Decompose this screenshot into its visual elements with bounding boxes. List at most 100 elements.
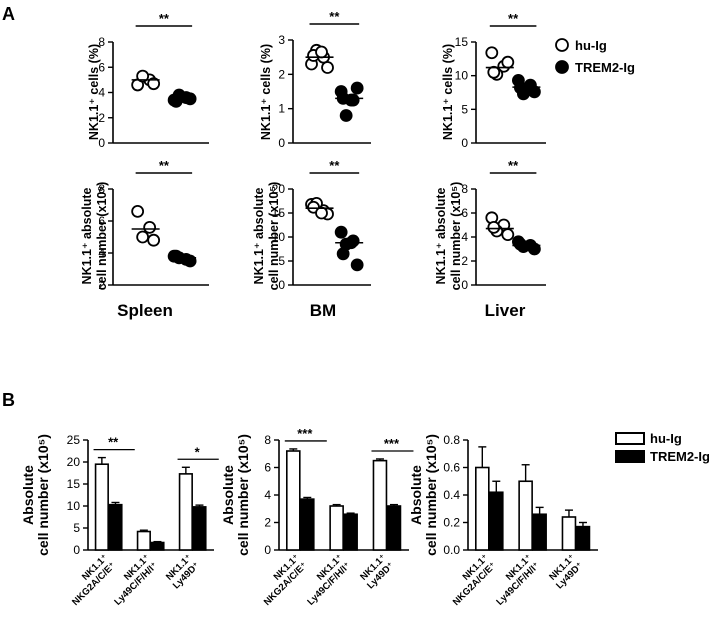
chart-8: 0 2 4 6 8 Absolutecell number (x10⁵)NK1.1⁺NKG… [220,426,414,608]
panel-b-letter: B [2,390,15,410]
panel-a-letter: A [2,4,15,24]
y-tick-label: 0.8 [443,433,460,447]
legend-b-open-swatch [615,432,645,445]
y-tick-label: 5 [73,521,80,535]
y-tick-label: 2 [98,111,105,125]
data-point-trem2-ig [169,94,183,108]
data-point-trem2-ig [350,258,364,272]
data-point-trem2-ig [344,93,358,107]
data-point-trem2-ig [169,249,183,263]
data-point-hu-ig [136,69,150,83]
y-tick-label: 10 [455,69,469,83]
y-axis-label: NK1.1⁺ absolutecell number (x10⁶) [80,182,109,291]
legend-b: hu-Ig TREM2-Ig [615,431,709,464]
legend-b-filled-swatch [615,450,645,463]
bar-trem2-ig [532,513,547,551]
data-point-hu-ig [315,206,328,220]
y-axis-label-line-2: cell number (x10⁵) [235,434,251,556]
y-tick-label: 20 [272,182,286,196]
category-label: NK1.1⁺Ly49C/F/H/I⁺ [298,552,353,607]
y-axis-label: Absolutecell number (x10⁵) [20,434,51,556]
y-tick-label: 10 [67,499,81,513]
y-tick-label: 6 [98,60,105,74]
category-label: NK1.1⁺Ly49C/F/H/I⁺ [487,552,542,607]
y-tick-label: 0.6 [443,461,460,475]
legend-b-trem2-ig: TREM2-Ig [650,449,709,464]
y-tick-label: 8 [461,182,468,196]
y-axis-label: NK1.1⁺ cells (%) [259,44,273,140]
significance-label: ** [508,158,519,173]
significance-label: ** [159,158,170,173]
data-point-trem2-ig [528,242,541,256]
chart-2: 0 1 2 3 NK1.1⁺ cells (%) ** [259,9,371,150]
data-point-hu-ig [501,55,515,69]
data-point-hu-ig [501,228,515,242]
bar-hu-ig [372,459,388,551]
category-label: NK1.1⁺Ly49C/F/H/I⁺ [105,552,160,607]
y-tick-label: 4 [264,488,271,502]
category-label: NK1.1⁺Ly49D⁺ [546,552,585,591]
data-point-hu-ig [147,77,161,91]
y-tick-label: 6 [461,206,468,220]
data-point-hu-ig [487,220,501,234]
y-axis-label-line-2: cell number (x10⁶) [95,182,109,291]
y-tick-label: 15 [272,206,286,220]
tissue-label-bm: BM [310,301,336,320]
chart-7: 0 5 10 15 20 25 Absolutecell number (x10⁵) NK1.… [20,433,219,608]
y-tick-label: 0.0 [443,543,460,557]
y-axis-label-line-2: cell number (x10⁵) [267,182,281,291]
significance-label: * [195,444,201,459]
bar-hu-ig [518,480,533,551]
y-axis-label: NK1.1⁺ absolutecell number (x10⁵) [252,182,281,291]
tissue-label-liver: Liver [485,301,526,320]
y-axis-label: Absolutecell number (x10⁵) [220,434,251,556]
y-tick-label: 25 [67,433,81,447]
category-label: NK1.1⁺Ly49D⁺ [163,552,202,591]
legend-a: hu-Ig TREM2-Ig [555,38,635,75]
y-tick-label: 2 [461,254,468,268]
data-point-trem2-ig [339,109,353,122]
bar-trem2-ig [343,513,358,551]
y-tick-label: 15 [67,477,81,491]
y-tick-label: 0 [73,543,80,557]
y-axis-label-line-2: cell number (x10⁵) [35,434,51,556]
legend-a-filled-marker [555,60,569,74]
data-point-trem2-ig [528,85,541,99]
data-point-hu-ig [147,233,161,247]
data-point-hu-ig [321,61,334,74]
y-tick-label: 0 [461,278,468,292]
y-axis-label-line-2: cell number (x10⁵) [423,434,439,556]
legend-b-hu-ig: hu-Ig [650,431,682,446]
y-tick-label: 5 [461,102,468,116]
y-axis-label: NK1.1⁺ absolutecell number (x10⁵) [434,182,463,291]
data-point-trem2-ig [350,81,364,95]
legend-a-open-marker [555,38,569,52]
data-point-hu-ig [136,230,150,244]
bar-hu-ig [136,530,151,551]
y-tick-label: 4 [98,86,105,100]
significance-label: ** [508,11,519,26]
y-tick-label: 8 [98,35,105,49]
bar-hu-ig [329,505,344,551]
bar-trem2-ig [150,541,165,551]
significance-label: ** [108,435,119,450]
bar-hu-ig [561,516,577,551]
bar-hu-ig [94,463,109,551]
y-axis-label-line-1: NK1.1⁺ absolute [434,188,448,285]
y-tick-label: 4 [98,246,105,260]
significance-label: *** [297,426,313,441]
y-tick-label: 2 [278,67,285,81]
y-tick-label: 6 [98,214,105,228]
y-axis-label-line-2: cell number (x10⁵) [449,182,463,291]
significance-label: *** [384,436,400,451]
category-label: NK1.1⁺NKG2A/C/E⁺ [443,552,499,608]
data-point-hu-ig [487,65,501,79]
y-tick-label: 0 [461,136,468,150]
y-tick-label: 3 [278,33,285,47]
legend-a-trem2-ig: TREM2-Ig [575,60,635,75]
